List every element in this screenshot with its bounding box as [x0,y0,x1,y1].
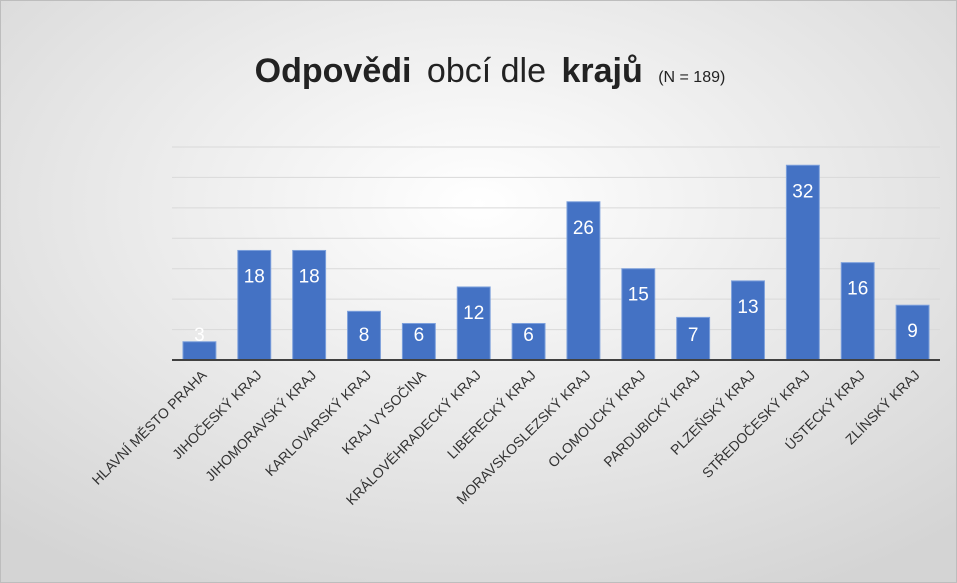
value-label: 6 [523,325,534,346]
value-label: 12 [463,303,484,324]
value-label: 18 [299,266,320,287]
value-label: 15 [628,285,649,306]
bar [621,268,656,361]
chart-title: Odpovědi obcí dle krajů (N = 189) [255,52,726,90]
value-label: 13 [737,297,758,318]
title-note: (N = 189) [658,69,725,86]
bar [566,201,601,361]
value-label: 9 [907,321,918,342]
bar [785,164,820,361]
value-label: 18 [244,266,265,287]
value-label: 6 [414,325,425,346]
bar [511,322,546,361]
value-label: 26 [573,218,594,239]
value-label: 32 [792,181,813,202]
value-label: 3 [194,325,205,346]
bar [347,310,381,361]
value-label: 8 [359,325,370,346]
title-part: krajů [561,52,642,90]
bar [292,249,327,361]
bar [401,322,436,361]
value-label: 7 [688,325,699,346]
title-part: obcí dle [427,52,546,90]
bar [840,262,875,361]
bar [731,280,765,361]
value-label: 16 [847,279,868,300]
bar [456,286,491,361]
title-part: Odpovědi [255,52,412,90]
bar [237,249,272,361]
